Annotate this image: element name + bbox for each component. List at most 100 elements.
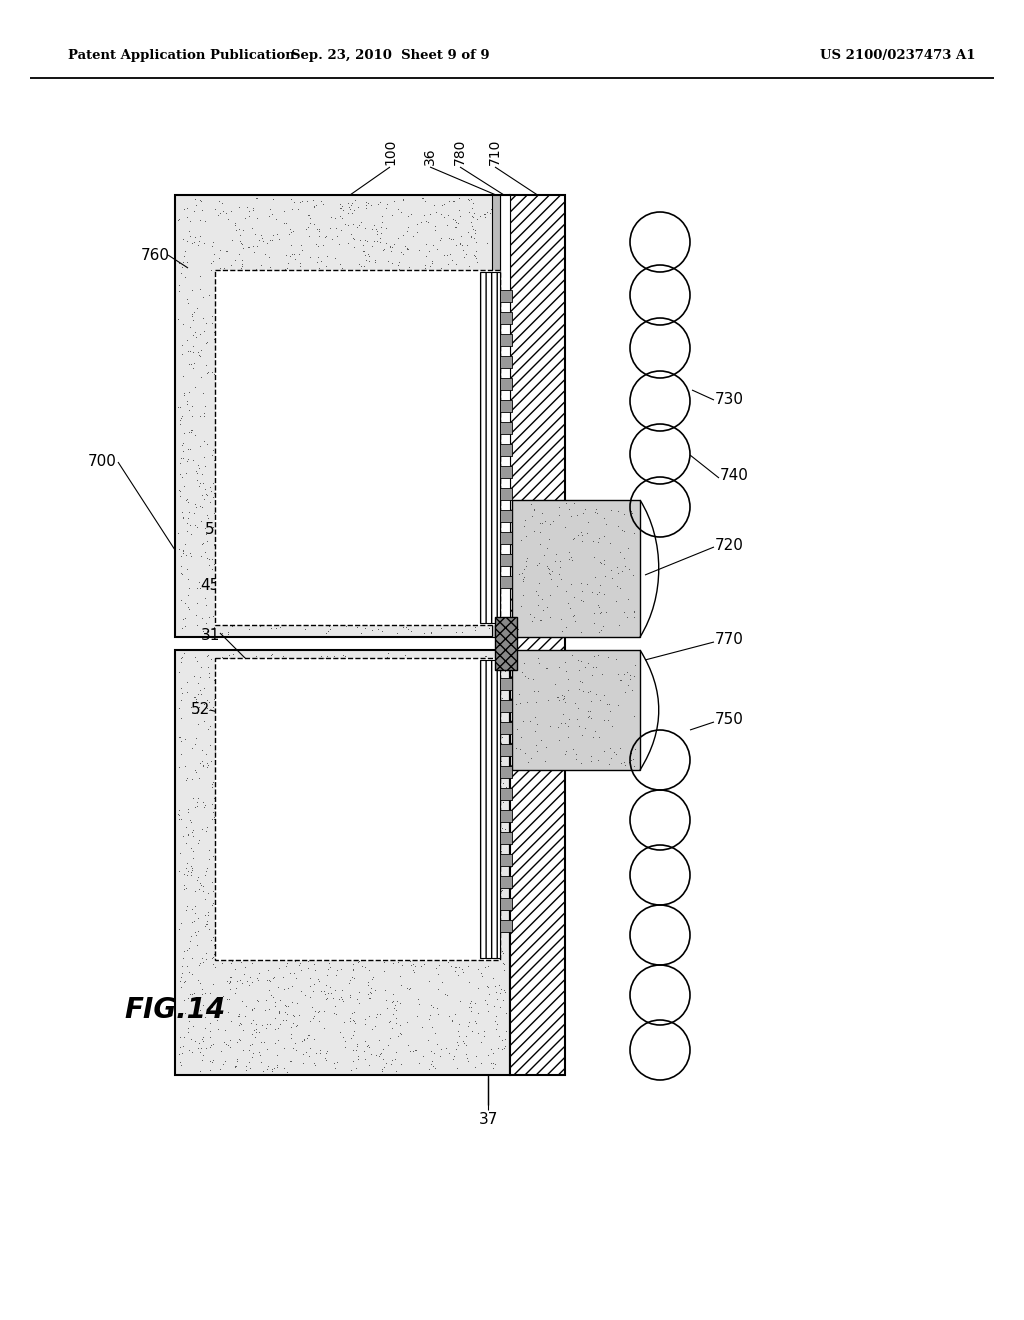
Point bbox=[193, 1060, 209, 1081]
Point bbox=[432, 385, 449, 407]
Point bbox=[556, 688, 572, 709]
Point bbox=[230, 900, 247, 921]
Bar bbox=[500, 832, 512, 843]
Point bbox=[202, 1036, 218, 1057]
Point bbox=[323, 619, 339, 640]
Point bbox=[172, 651, 188, 672]
Point bbox=[402, 747, 419, 768]
Point bbox=[309, 565, 326, 586]
Point bbox=[350, 655, 367, 676]
Point bbox=[525, 521, 542, 543]
Point bbox=[408, 875, 424, 896]
Point bbox=[435, 845, 452, 866]
Point bbox=[329, 888, 345, 909]
Point bbox=[459, 507, 475, 528]
Point bbox=[186, 911, 203, 932]
Point bbox=[388, 1001, 404, 1022]
Point bbox=[373, 433, 389, 454]
Point bbox=[302, 838, 318, 859]
Point bbox=[375, 301, 391, 322]
Point bbox=[357, 411, 374, 432]
Point bbox=[392, 714, 409, 735]
Point bbox=[216, 257, 232, 279]
Point bbox=[351, 444, 368, 465]
Point bbox=[293, 458, 309, 479]
Point bbox=[306, 936, 323, 957]
Point bbox=[276, 277, 293, 298]
Point bbox=[426, 543, 442, 564]
Point bbox=[217, 572, 233, 593]
Point bbox=[272, 829, 289, 850]
Point bbox=[490, 495, 507, 516]
Point bbox=[278, 902, 294, 923]
Point bbox=[424, 235, 440, 256]
Point bbox=[241, 306, 257, 327]
Point bbox=[223, 722, 240, 743]
Point bbox=[196, 232, 212, 253]
Point bbox=[404, 226, 421, 247]
Point bbox=[201, 667, 217, 688]
Point bbox=[445, 610, 462, 631]
Point bbox=[175, 441, 191, 462]
Text: 52: 52 bbox=[190, 702, 210, 718]
Point bbox=[478, 510, 495, 531]
Point bbox=[250, 970, 266, 991]
Point bbox=[335, 199, 351, 220]
Point bbox=[447, 622, 464, 643]
Point bbox=[172, 1055, 188, 1076]
Point bbox=[427, 202, 443, 223]
Point bbox=[243, 486, 259, 507]
Point bbox=[455, 665, 471, 686]
Point bbox=[292, 516, 308, 537]
Point bbox=[241, 723, 257, 744]
Point bbox=[307, 595, 324, 616]
Point bbox=[179, 391, 196, 412]
Point bbox=[470, 490, 486, 511]
Point bbox=[441, 474, 458, 495]
Point bbox=[484, 590, 501, 611]
Point bbox=[437, 346, 454, 367]
Point bbox=[282, 883, 298, 904]
Point bbox=[402, 950, 419, 972]
Point bbox=[283, 715, 299, 737]
Point bbox=[294, 853, 310, 874]
Point bbox=[436, 244, 453, 265]
Point bbox=[451, 414, 467, 436]
Point bbox=[529, 647, 546, 668]
Point bbox=[472, 268, 488, 289]
Point bbox=[494, 899, 510, 920]
Point bbox=[262, 265, 279, 286]
Point bbox=[477, 660, 494, 681]
Point bbox=[376, 239, 392, 260]
Point bbox=[288, 286, 304, 308]
Point bbox=[330, 302, 346, 323]
Point bbox=[317, 987, 334, 1008]
Point bbox=[458, 678, 474, 700]
Point bbox=[357, 218, 374, 239]
Point bbox=[423, 1040, 439, 1061]
Point bbox=[256, 342, 272, 363]
Point bbox=[191, 475, 208, 496]
Point bbox=[316, 822, 333, 843]
Point bbox=[417, 379, 433, 400]
Point bbox=[359, 866, 376, 887]
Point bbox=[313, 821, 330, 842]
Point bbox=[387, 513, 403, 535]
Bar bbox=[500, 854, 512, 866]
Point bbox=[275, 496, 292, 517]
Point bbox=[406, 756, 422, 777]
Point bbox=[304, 825, 321, 846]
Point bbox=[377, 265, 393, 286]
Point bbox=[173, 408, 189, 429]
Point bbox=[452, 232, 468, 253]
Point bbox=[472, 206, 488, 227]
Point bbox=[242, 569, 258, 590]
Point bbox=[378, 451, 394, 473]
Point bbox=[492, 874, 508, 895]
Point bbox=[413, 940, 429, 961]
Point bbox=[482, 294, 499, 315]
Point bbox=[233, 467, 250, 488]
Point bbox=[406, 569, 422, 590]
Point bbox=[477, 957, 494, 978]
Point bbox=[289, 789, 305, 810]
